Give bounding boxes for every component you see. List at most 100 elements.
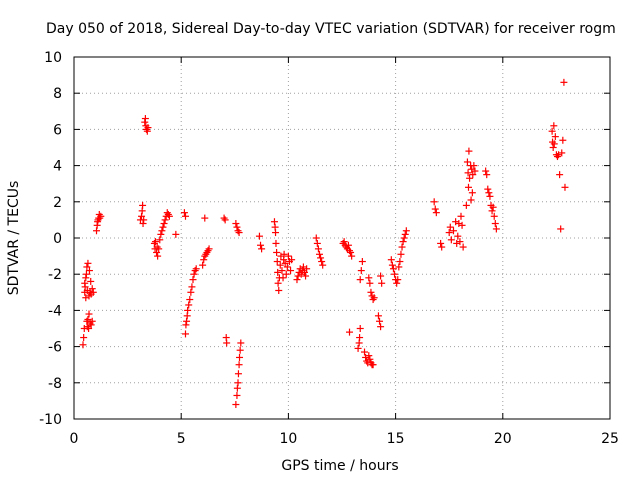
data-point bbox=[88, 317, 96, 325]
data-point bbox=[165, 212, 173, 220]
data-point bbox=[430, 198, 438, 206]
data-point bbox=[280, 250, 288, 258]
data-point bbox=[463, 158, 471, 166]
data-point bbox=[354, 344, 362, 352]
data-point bbox=[456, 238, 464, 246]
data-point bbox=[154, 252, 162, 260]
data-point bbox=[257, 241, 265, 249]
data-point bbox=[391, 270, 399, 278]
y-tick-label: 8 bbox=[53, 86, 62, 102]
data-point bbox=[558, 149, 566, 157]
data-point bbox=[483, 171, 491, 179]
data-point bbox=[445, 229, 453, 237]
data-point bbox=[85, 267, 93, 275]
data-point bbox=[293, 276, 301, 284]
data-point bbox=[374, 312, 382, 320]
data-point bbox=[452, 218, 460, 226]
data-point bbox=[205, 245, 213, 253]
data-point bbox=[299, 263, 307, 271]
data-point bbox=[485, 189, 493, 197]
data-point bbox=[97, 212, 105, 220]
data-point bbox=[141, 118, 149, 126]
data-point bbox=[273, 248, 281, 256]
x-tick-label: 5 bbox=[177, 431, 186, 447]
data-point bbox=[398, 243, 406, 251]
data-point bbox=[79, 341, 87, 349]
data-point bbox=[369, 361, 377, 369]
data-point bbox=[300, 268, 308, 276]
data-point bbox=[356, 276, 364, 284]
data-point bbox=[288, 256, 296, 264]
data-point bbox=[270, 218, 278, 226]
data-point bbox=[138, 212, 146, 220]
data-point bbox=[387, 256, 395, 264]
data-point bbox=[377, 272, 385, 280]
data-point bbox=[560, 78, 568, 86]
data-point bbox=[388, 261, 396, 269]
data-point bbox=[274, 268, 282, 276]
data-point bbox=[561, 183, 569, 191]
x-tick-label: 20 bbox=[494, 431, 512, 447]
data-point bbox=[144, 124, 152, 132]
data-point bbox=[488, 207, 496, 215]
data-point bbox=[491, 220, 499, 228]
data-point bbox=[84, 315, 92, 323]
data-point bbox=[223, 339, 231, 347]
data-point bbox=[180, 209, 188, 217]
data-point bbox=[278, 267, 286, 275]
data-point bbox=[457, 212, 465, 220]
data-point bbox=[458, 221, 466, 229]
data-point bbox=[187, 288, 195, 296]
data-point bbox=[401, 230, 409, 238]
data-point bbox=[453, 239, 461, 247]
data-point bbox=[84, 259, 92, 267]
data-point bbox=[87, 277, 95, 285]
data-point bbox=[395, 263, 403, 271]
data-point bbox=[82, 294, 90, 302]
data-point bbox=[199, 261, 207, 269]
data-point bbox=[466, 174, 474, 182]
data-point bbox=[378, 279, 386, 287]
data-point bbox=[281, 259, 289, 267]
data-point bbox=[272, 229, 280, 237]
data-point bbox=[80, 334, 88, 342]
data-point bbox=[189, 276, 197, 284]
data-point bbox=[471, 167, 479, 175]
data-point bbox=[317, 254, 325, 262]
data-point bbox=[159, 223, 167, 231]
data-point bbox=[490, 212, 498, 220]
data-point bbox=[161, 216, 169, 224]
data-point bbox=[482, 167, 490, 175]
data-point bbox=[361, 348, 369, 356]
y-tick-labels: -10 -8 -6 -4 -2 0 2 4 6 8 10 bbox=[39, 50, 62, 428]
y-tick-label: 0 bbox=[53, 231, 62, 247]
data-point bbox=[139, 220, 147, 228]
data-point bbox=[155, 245, 163, 253]
data-point bbox=[235, 361, 243, 369]
data-point bbox=[157, 230, 165, 238]
y-tick-label: 2 bbox=[53, 195, 62, 211]
y-axis-label: SDTVAR / TECUs bbox=[6, 181, 22, 296]
data-point bbox=[459, 243, 467, 251]
data-point bbox=[489, 203, 497, 211]
data-point bbox=[234, 379, 242, 387]
data-point bbox=[468, 189, 476, 197]
data-point bbox=[143, 127, 151, 135]
data-point bbox=[302, 272, 310, 280]
data-point bbox=[200, 256, 208, 264]
y-tick-label: -2 bbox=[48, 267, 62, 283]
data-point bbox=[283, 263, 291, 271]
data-point bbox=[312, 234, 320, 242]
data-point bbox=[432, 209, 440, 217]
x-tick-labels: 0 5 10 15 20 25 bbox=[70, 431, 619, 447]
y-tick-label: 10 bbox=[44, 50, 62, 66]
data-point bbox=[88, 285, 96, 293]
data-point bbox=[376, 317, 384, 325]
data-points bbox=[79, 78, 569, 409]
data-point bbox=[556, 171, 564, 179]
data-point bbox=[274, 279, 282, 287]
data-point bbox=[467, 196, 475, 204]
data-point bbox=[550, 140, 558, 148]
data-point bbox=[82, 270, 90, 278]
